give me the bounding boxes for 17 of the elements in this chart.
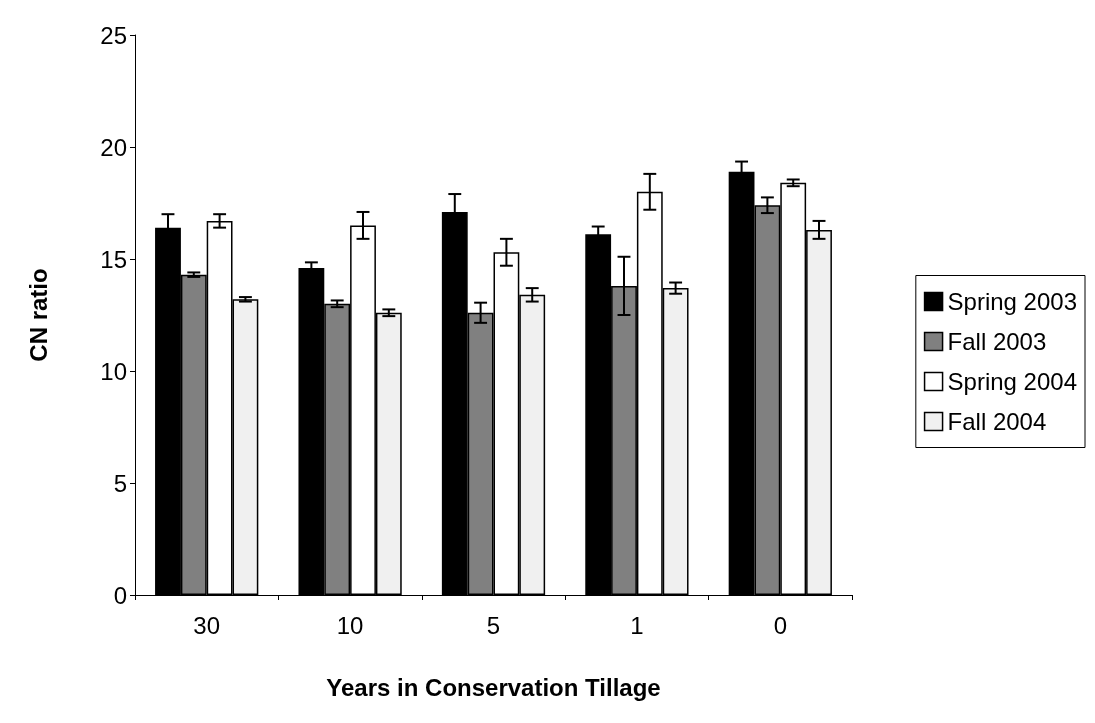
y-tick-label: 20 — [100, 133, 127, 161]
x-tick-label: 1 — [630, 611, 644, 639]
legend-label: Fall 2004 — [947, 408, 1047, 435]
y-tick-label: 15 — [100, 245, 127, 273]
x-tick-label: 30 — [193, 611, 221, 639]
y-tick-label: 5 — [113, 469, 127, 497]
y-axis-title: CN ratio — [24, 268, 52, 362]
x-axis-title: Years in Conservation Tillage — [326, 673, 661, 701]
legend-label: Spring 2003 — [947, 288, 1077, 315]
legend-label: Fall 2003 — [947, 328, 1047, 355]
y-tick-label: 10 — [100, 357, 127, 385]
y-tick-label: 0 — [113, 581, 127, 609]
x-tick-label: 10 — [336, 611, 364, 639]
x-tick-label: 5 — [486, 611, 501, 639]
x-tick-label: 0 — [773, 611, 787, 639]
y-tick-label: 25 — [100, 21, 127, 49]
legend-label: Spring 2004 — [947, 368, 1077, 395]
